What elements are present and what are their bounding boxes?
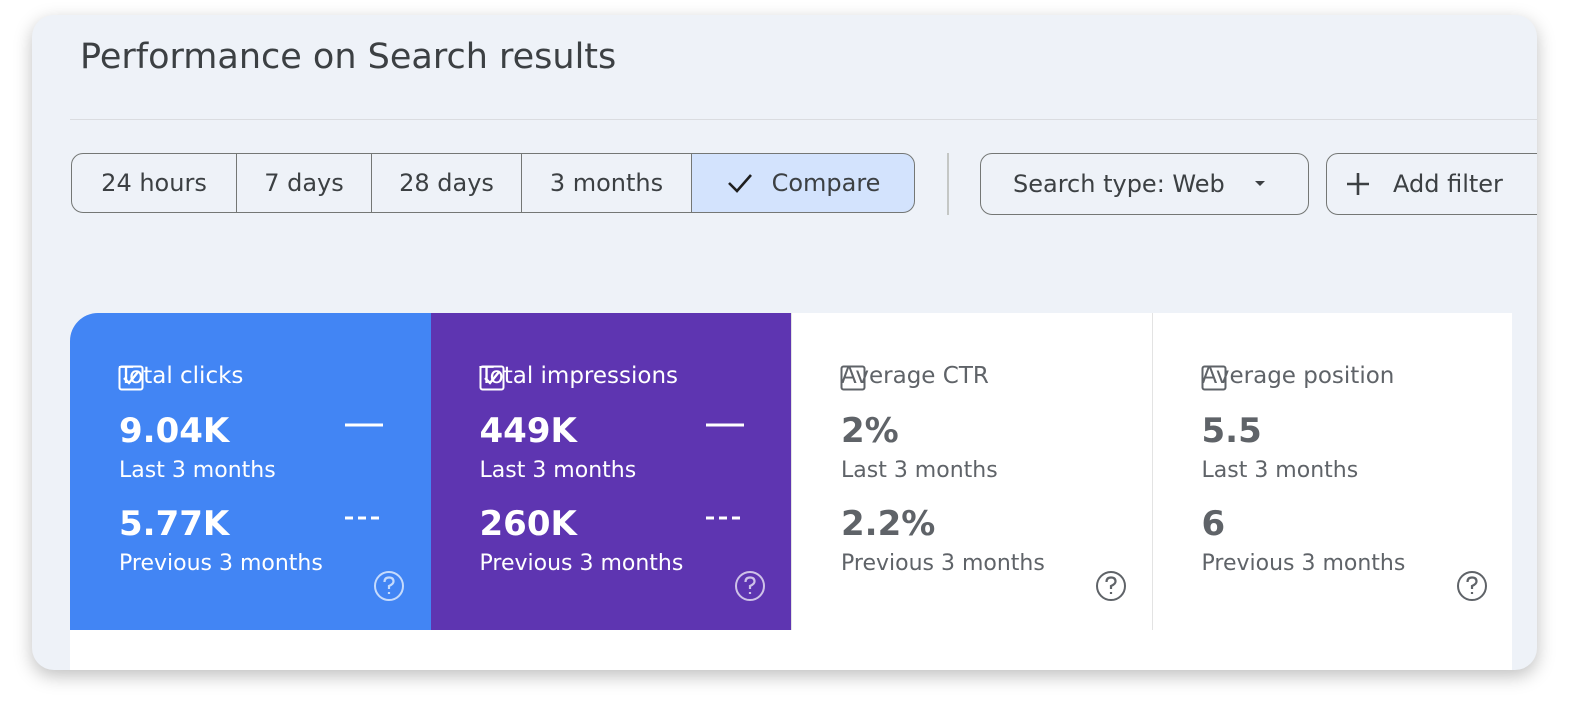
help-icon[interactable]	[1094, 569, 1128, 603]
metric-label: Average position	[1201, 363, 1395, 389]
line-legend	[345, 423, 383, 520]
dropdown-arrow	[1254, 181, 1265, 186]
previous-value: 5.77K	[119, 504, 230, 544]
help-icon[interactable]	[372, 569, 406, 603]
current-period: Last 3 months	[1201, 458, 1359, 483]
help-circle	[1096, 571, 1126, 601]
help-icon[interactable]	[1455, 569, 1489, 603]
checkbox-tick	[123, 371, 139, 385]
current-value: 9.04K	[119, 411, 230, 451]
chart-area	[70, 630, 1512, 670]
help-circle	[734, 571, 765, 601]
previous-period: Previous 3 months	[119, 551, 323, 576]
metric-label: Average CTR	[841, 363, 989, 389]
range-button[interactable]: 24 hours	[71, 153, 237, 213]
previous-period: Previous 3 months	[841, 551, 1045, 576]
checkbox-tick	[483, 371, 500, 385]
checkbox-box	[479, 365, 504, 391]
checkbox	[479, 365, 504, 391]
current-value: 5.5	[1201, 411, 1262, 451]
checkbox-box	[118, 365, 144, 391]
compare-button[interactable]: Compare	[691, 153, 915, 213]
help-mark	[1465, 576, 1478, 594]
help-mark	[383, 576, 395, 594]
range-button[interactable]: 28 days	[371, 153, 522, 213]
help-mark	[1105, 576, 1117, 594]
checkbox	[1201, 365, 1226, 391]
range-button[interactable]: 3 months	[521, 153, 692, 213]
metric-card[interactable]: Total clicks 9.04K Last 3 months 5.77K Previ…	[70, 313, 431, 630]
help-circle	[1456, 571, 1487, 601]
plus-icon	[1347, 173, 1369, 195]
current-period: Last 3 months	[841, 458, 998, 483]
metric-card[interactable]: Average CTR 2% Last 3 months 2.2% Previous 3…	[791, 313, 1152, 630]
separator	[947, 153, 949, 215]
panel: Performance on Search results 24 hours 7…	[32, 15, 1537, 670]
search-type-button[interactable]: Search type: Web	[980, 153, 1309, 215]
help-mark	[743, 576, 756, 594]
page-title: Performance on Search results	[80, 37, 617, 77]
checkbox-box	[1201, 365, 1226, 391]
divider	[70, 119, 1537, 120]
help-circle	[374, 571, 404, 601]
range-button[interactable]: 7 days	[236, 153, 372, 213]
add-filter-label: Add filter	[1393, 170, 1503, 198]
current-period: Last 3 months	[119, 458, 276, 483]
checkbox	[118, 365, 144, 391]
metric-card[interactable]: Total impressions 449K Last 3 months 260K Pr…	[430, 313, 791, 630]
current-value: 2%	[841, 411, 899, 451]
compare-label: Compare	[771, 169, 881, 197]
previous-period: Previous 3 months	[479, 551, 684, 576]
search-type-label: Search type: Web	[1013, 170, 1225, 198]
previous-value: 260K	[479, 504, 577, 544]
metric-card[interactable]: Average position 5.5 Last 3 months 6 Previou…	[1151, 313, 1512, 630]
checkbox	[840, 365, 866, 391]
current-value: 449K	[479, 411, 577, 451]
metric-label: Total impressions	[479, 363, 679, 389]
check-icon	[727, 174, 752, 193]
previous-value: 2.2%	[841, 504, 936, 544]
checkbox-box	[840, 365, 866, 391]
metric-label: Total clicks	[119, 363, 244, 389]
previous-value: 6	[1201, 504, 1226, 544]
previous-period: Previous 3 months	[1201, 551, 1406, 576]
add-filter-button[interactable]: Add filter	[1326, 153, 1537, 215]
help-icon[interactable]	[733, 569, 767, 603]
current-period: Last 3 months	[479, 458, 637, 483]
line-legend	[705, 423, 744, 520]
